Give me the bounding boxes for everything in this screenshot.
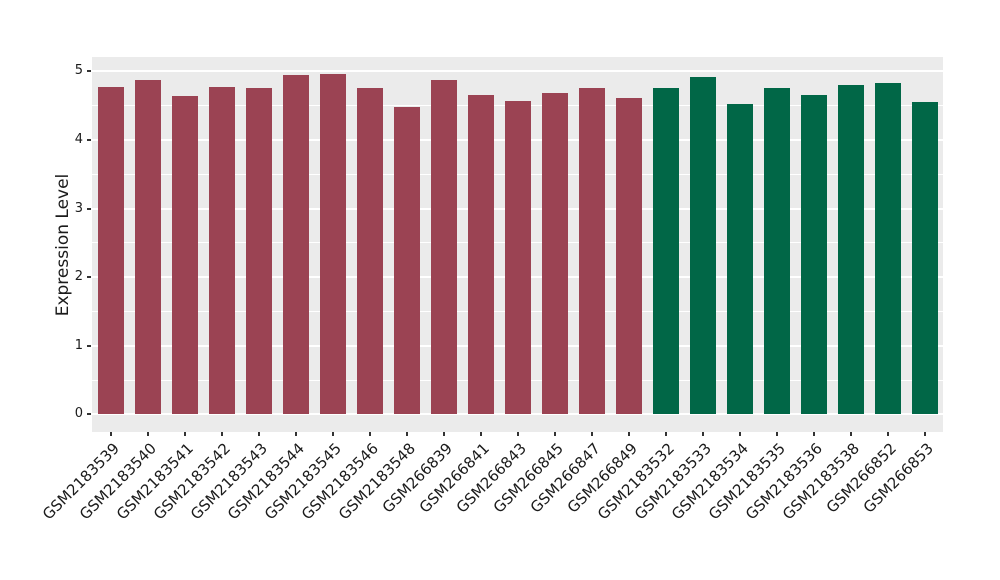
x-tick-mark	[109, 432, 112, 436]
x-tick-mark	[590, 432, 593, 436]
x-tick-mark	[257, 432, 260, 436]
x-tick-mark	[294, 432, 297, 436]
bar-GSM2183544	[282, 74, 309, 415]
bar-GSM266847	[578, 88, 605, 415]
x-tick-mark	[368, 432, 371, 436]
bar-GSM266853	[911, 102, 938, 415]
y-tick-mark	[87, 70, 91, 73]
x-tick-mark	[331, 432, 334, 436]
x-tick-mark	[664, 432, 667, 436]
y-tick-label: 0	[74, 406, 83, 422]
x-tick-mark	[405, 432, 408, 436]
x-tick-mark	[220, 432, 223, 436]
y-tick-mark	[87, 138, 91, 141]
bar-GSM2183533	[689, 76, 716, 415]
bar-GSM2183548	[393, 106, 420, 415]
y-tick-label: 5	[74, 63, 83, 79]
x-tick-mark	[442, 432, 445, 436]
x-tick-mark	[183, 432, 186, 436]
bar-GSM266845	[541, 92, 568, 415]
y-tick-label: 3	[74, 200, 83, 216]
x-tick-mark	[886, 432, 889, 436]
x-tick-mark	[146, 432, 149, 436]
y-tick-label: 4	[74, 131, 83, 147]
bar-GSM266839	[430, 79, 457, 415]
bar-GSM2183536	[800, 94, 827, 415]
y-tick-mark	[87, 344, 91, 347]
x-tick-mark	[738, 432, 741, 436]
bar-GSM2183542	[208, 87, 235, 415]
bar-GSM2183545	[319, 74, 346, 415]
x-tick-mark	[479, 432, 482, 436]
x-tick-mark	[516, 432, 519, 436]
bar-GSM2183532	[652, 88, 679, 415]
major-gridline	[92, 70, 943, 73]
x-tick-mark	[923, 432, 926, 436]
major-gridline	[92, 413, 943, 416]
bar-GSM2183541	[171, 95, 198, 415]
y-tick-mark	[87, 413, 91, 416]
y-tick-mark	[87, 276, 91, 279]
x-tick-mark	[812, 432, 815, 436]
bar-GSM266843	[504, 100, 531, 415]
bar-GSM2183534	[726, 104, 753, 415]
bar-GSM2183546	[356, 88, 383, 415]
bar-GSM266841	[467, 94, 494, 415]
y-tick-label: 1	[74, 337, 83, 353]
y-tick-label: 2	[74, 269, 83, 285]
bar-GSM266852	[874, 82, 901, 415]
x-tick-mark	[701, 432, 704, 436]
x-tick-mark	[553, 432, 556, 436]
x-tick-mark	[627, 432, 630, 436]
bar-GSM2183538	[837, 85, 864, 415]
bar-GSM266849	[615, 98, 642, 415]
bar-GSM2183539	[97, 87, 124, 415]
bar-GSM2183540	[134, 79, 161, 415]
bar-GSM2183543	[245, 88, 272, 415]
y-tick-mark	[87, 207, 91, 210]
bar-GSM2183535	[763, 88, 790, 415]
x-tick-mark	[775, 432, 778, 436]
plot-panel	[92, 57, 943, 432]
y-axis-title: Expression Level	[53, 173, 73, 316]
x-tick-mark	[849, 432, 852, 436]
